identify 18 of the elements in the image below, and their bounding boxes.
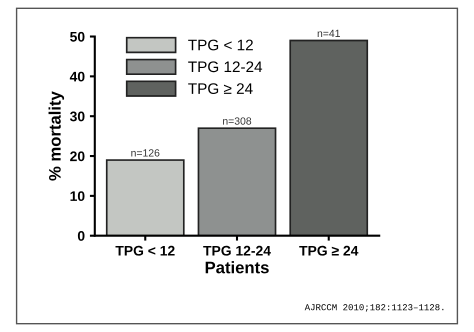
legend-label: TPG ≥ 24	[188, 83, 253, 94]
y-tick-label: 20	[70, 151, 85, 162]
y-tick-label: 50	[70, 32, 85, 42]
legend-label: TPG < 12	[188, 40, 253, 50]
y-tick-label: 10	[70, 191, 85, 202]
x-tick-label: TPG 12-24	[203, 246, 271, 256]
x-axis-title: Patients	[206, 261, 269, 274]
annotation: n=126	[131, 149, 160, 157]
annotation: n=308	[223, 117, 252, 125]
x-tick-label: TPG < 12	[116, 246, 175, 256]
y-axis-title: % mortality	[48, 91, 64, 181]
text: AJRCCM 2010;182:1123–1128.	[304, 304, 444, 312]
y-tick-label: 40	[70, 72, 85, 82]
x-tick-label: TPG ≥ 24	[299, 246, 358, 256]
annotation: n=41	[318, 30, 340, 37]
y-tick-label: 30	[70, 112, 85, 122]
legend-label: TPG 12-24	[188, 61, 262, 72]
y-tick-label: 0	[78, 231, 85, 241]
